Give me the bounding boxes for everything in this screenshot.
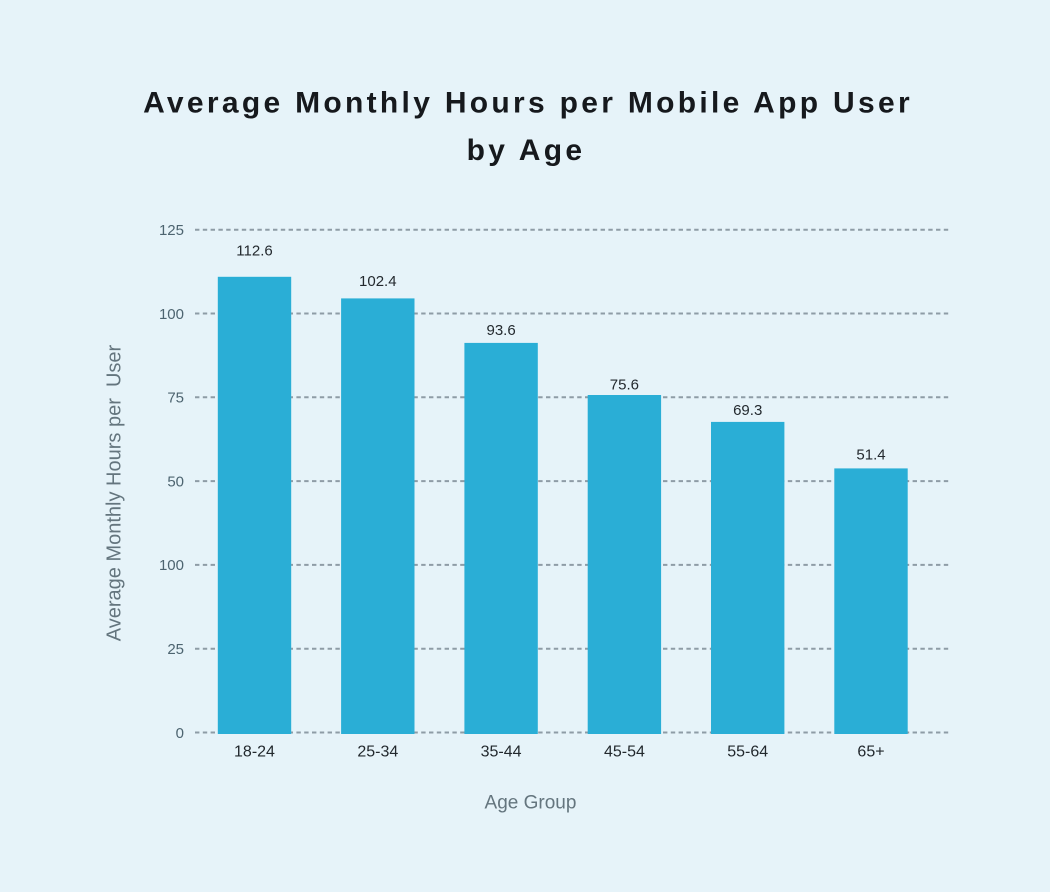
svg-text:Average Monthly Hours per Mobi: Average Monthly Hours per Mobile App Use… [143, 87, 913, 120]
svg-text:25: 25 [167, 641, 184, 658]
svg-text:100: 100 [159, 557, 184, 574]
svg-text:100: 100 [159, 306, 184, 323]
svg-text:55-64: 55-64 [727, 744, 768, 761]
svg-text:by Age: by Age [467, 134, 586, 167]
svg-text:112.6: 112.6 [236, 243, 272, 260]
svg-text:51.4: 51.4 [856, 447, 885, 464]
svg-text:25-34: 25-34 [357, 744, 398, 761]
svg-text:Average Monthly Hours per Use: Average Monthly Hours per User [104, 344, 126, 641]
svg-text:125: 125 [159, 222, 184, 239]
svg-text:75: 75 [167, 390, 184, 407]
svg-text:Age Group: Age Group [485, 793, 577, 814]
svg-text:35-44: 35-44 [481, 744, 522, 761]
svg-text:50: 50 [167, 473, 184, 490]
svg-text:93.6: 93.6 [486, 322, 515, 339]
svg-text:102.4: 102.4 [359, 273, 397, 290]
svg-text:0: 0 [176, 725, 184, 742]
svg-text:18-24: 18-24 [234, 744, 275, 761]
svg-text:45-54: 45-54 [604, 744, 645, 761]
svg-text:75.6: 75.6 [610, 377, 639, 394]
svg-text:69.3: 69.3 [733, 402, 762, 419]
svg-text:65+: 65+ [857, 744, 884, 761]
